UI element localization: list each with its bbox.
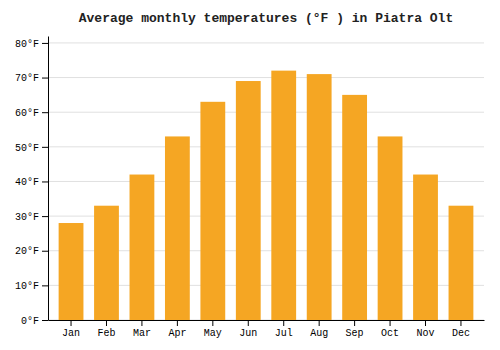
- y-tick-label: 0°F: [21, 316, 39, 327]
- y-tick: 60°F: [15, 108, 48, 119]
- y-tick-mark: [42, 112, 48, 113]
- bar: [378, 136, 403, 320]
- x-tick: Jun: [239, 320, 257, 339]
- x-tick: Mar: [133, 320, 151, 339]
- x-tick-label: Mar: [133, 328, 151, 339]
- x-tick-mark: [283, 320, 284, 326]
- y-tick-label: 60°F: [15, 108, 39, 119]
- y-tick: 80°F: [15, 39, 48, 50]
- y-tick: 10°F: [15, 281, 48, 292]
- y-tick: 40°F: [15, 177, 48, 188]
- x-tick-label: Feb: [97, 328, 115, 339]
- y-tick-label: 80°F: [15, 39, 39, 50]
- x-tick: Apr: [168, 320, 186, 339]
- x-tick-mark: [248, 320, 249, 326]
- x-tick-label: Jan: [62, 328, 80, 339]
- x-tick-label: Jul: [275, 328, 293, 339]
- x-tick: Sep: [346, 320, 364, 339]
- x-tick-mark: [425, 320, 426, 326]
- y-tick-label: 20°F: [15, 246, 39, 257]
- y-tick: 20°F: [15, 246, 48, 257]
- bar: [449, 206, 474, 320]
- y-tick-mark: [42, 43, 48, 44]
- plot: 0°F 10°F 20°F 30°F 40°F 50°F 60°F 70°F 80°F Jan Fe…: [15, 37, 485, 340]
- y-tick-label: 10°F: [15, 281, 39, 292]
- x-tick: May: [204, 320, 222, 339]
- x-tick-mark: [460, 320, 461, 326]
- grid-line: [48, 42, 484, 43]
- y-tick-mark: [42, 320, 48, 321]
- y-tick-mark: [42, 251, 48, 252]
- y-tick: 30°F: [15, 212, 48, 223]
- bar: [130, 175, 155, 320]
- y-tick: 50°F: [15, 143, 48, 154]
- x-tick-mark: [212, 320, 213, 326]
- bar: [307, 74, 332, 320]
- bar: [59, 223, 84, 320]
- x-tick-mark: [319, 320, 320, 326]
- y-tick-label: 30°F: [15, 212, 39, 223]
- x-tick-mark: [71, 320, 72, 326]
- x-tick-label: Sep: [346, 328, 364, 339]
- grid-line: [48, 146, 484, 147]
- y-tick-mark: [42, 78, 48, 79]
- x-axis: Jan Feb Mar Apr May Jun Jul Aug Sep Oct Nov Dec: [49, 320, 485, 339]
- x-tick: Aug: [310, 320, 328, 339]
- y-tick: 70°F: [15, 73, 48, 84]
- y-tick-mark: [42, 216, 48, 217]
- bar: [413, 175, 438, 320]
- x-tick: Nov: [417, 320, 435, 339]
- x-axis-line: [49, 320, 485, 321]
- y-tick-mark: [42, 285, 48, 286]
- bars: [59, 71, 474, 320]
- x-tick-mark: [106, 320, 107, 326]
- x-tick-label: Oct: [381, 328, 399, 339]
- x-tick-mark: [354, 320, 355, 326]
- y-axis-line: [48, 37, 49, 321]
- x-tick: Jul: [275, 320, 293, 339]
- x-tick-mark: [390, 320, 391, 326]
- grid-line: [48, 77, 484, 78]
- bar: [165, 136, 190, 320]
- x-tick: Feb: [97, 320, 115, 339]
- y-tick-mark: [42, 147, 48, 148]
- x-tick-mark: [141, 320, 142, 326]
- y-tick-mark: [42, 181, 48, 182]
- bar: [342, 95, 367, 320]
- x-tick-mark: [177, 320, 178, 326]
- x-tick-label: Aug: [310, 328, 328, 339]
- bar: [94, 206, 119, 320]
- bar: [200, 102, 225, 320]
- y-tick-label: 40°F: [15, 177, 39, 188]
- y-axis: 0°F 10°F 20°F 30°F 40°F 50°F 60°F 70°F 80°F: [15, 37, 49, 327]
- x-tick: Jan: [62, 320, 80, 339]
- x-tick-label: Nov: [417, 328, 435, 339]
- grid: [48, 43, 484, 320]
- x-tick-label: Dec: [452, 328, 470, 339]
- x-tick-label: Apr: [168, 328, 186, 339]
- y-tick: 0°F: [21, 316, 48, 327]
- y-tick-label: 70°F: [15, 73, 39, 84]
- x-tick-label: Jun: [239, 328, 257, 339]
- chart: 0°F 10°F 20°F 30°F 40°F 50°F 60°F 70°F 80°F Jan Fe…: [0, 0, 500, 350]
- bar: [236, 81, 261, 320]
- x-tick: Dec: [452, 320, 470, 339]
- x-tick-label: May: [204, 328, 222, 339]
- title: Average monthly temperatures (°F ) in Pi…: [79, 11, 453, 26]
- y-tick-label: 50°F: [15, 143, 39, 154]
- bar: [271, 71, 296, 320]
- grid-line: [48, 112, 484, 113]
- x-tick: Oct: [381, 320, 399, 339]
